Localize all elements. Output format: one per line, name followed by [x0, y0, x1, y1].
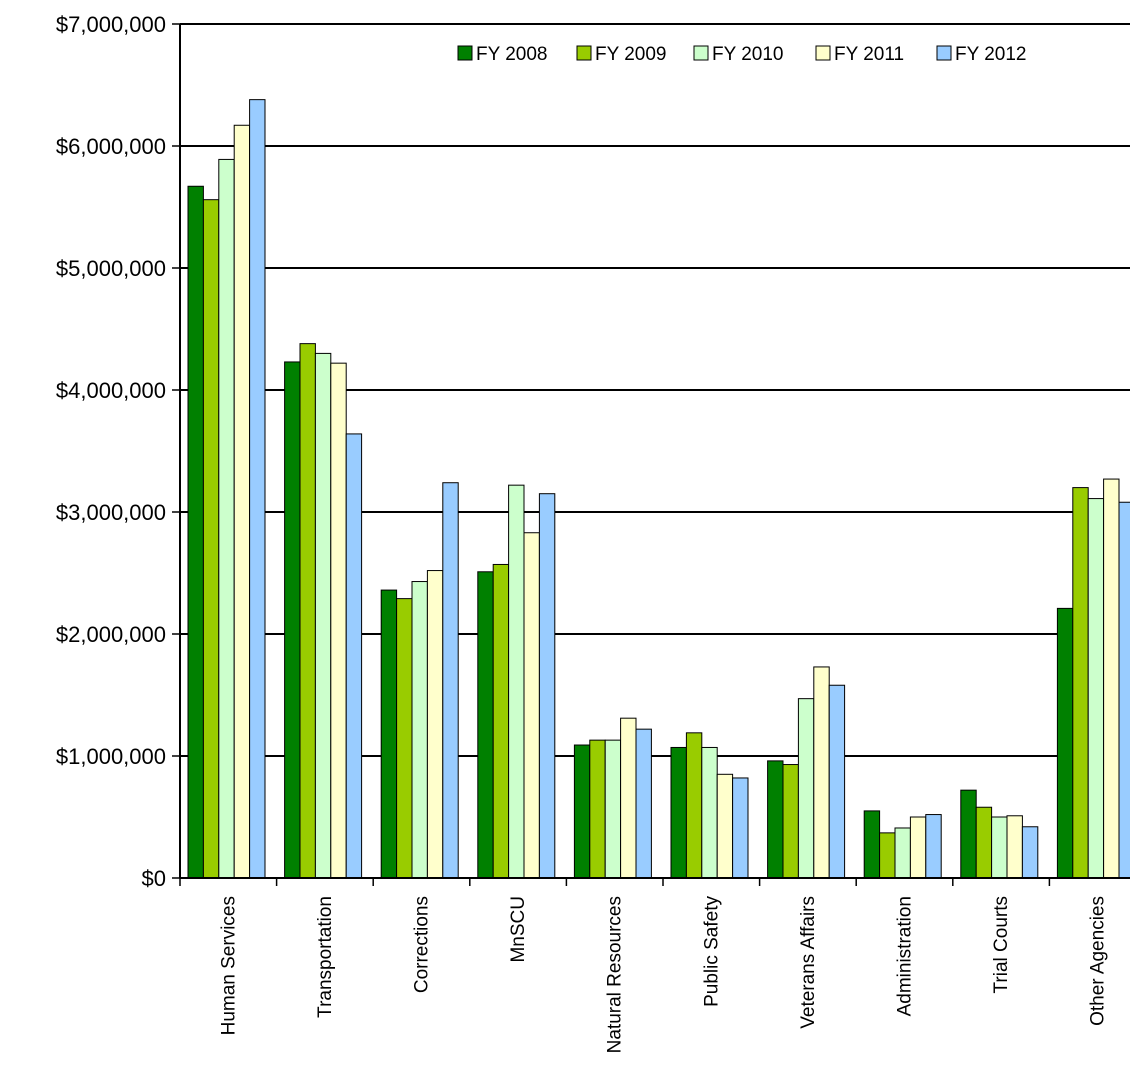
category-label: Veterans Affairs	[798, 896, 819, 1029]
legend-label: FY 2008	[476, 44, 547, 65]
bar-fy-2010-transportation	[314, 352, 332, 879]
y-tick-label: $1,000,000	[56, 744, 166, 769]
bar-fy-2012-corrections	[442, 482, 459, 879]
axes	[172, 23, 1130, 886]
legend-item: FY 2012	[936, 44, 1026, 65]
legend-label: FY 2010	[712, 44, 783, 65]
bar-fy-2010-other-agencies	[1087, 498, 1105, 879]
bar-fy-2012-administration	[925, 814, 942, 879]
bar-fy-2008-trial-courts	[960, 789, 977, 879]
bar-fy-2008-mnscu	[477, 571, 494, 879]
bars	[187, 99, 1130, 879]
category-label: Corrections	[412, 896, 433, 993]
bar-fy-2012-veterans-affairs	[828, 684, 846, 879]
bar-fy-2010-public-safety	[701, 746, 718, 879]
bar-fy-2008-veterans-affairs	[767, 760, 784, 879]
bar-fy-2011-human-services	[233, 124, 251, 879]
bar-fy-2010-natural-resources	[604, 739, 622, 879]
bar-fy-2008-public-safety	[670, 746, 687, 879]
bar-fy-2010-veterans-affairs	[797, 698, 815, 879]
legend-swatch	[815, 45, 831, 61]
bar-fy-2011-public-safety	[716, 773, 734, 879]
bar-fy-2008-natural-resources	[573, 744, 591, 879]
category-label: MnSCU	[508, 896, 529, 963]
bar-fy-2008-administration	[863, 810, 881, 879]
bar-fy-2008-corrections	[380, 589, 398, 879]
bar-fy-2009-natural-resources	[589, 739, 606, 879]
category-labels: Human Services Transportation Corrections M…	[218, 896, 1108, 1054]
legend-item: FY 2008	[457, 44, 547, 65]
bar-fy-2011-transportation	[330, 362, 347, 879]
bar-fy-2009-veterans-affairs	[782, 764, 799, 879]
bar-fy-2011-corrections	[426, 570, 444, 879]
legend-label: FY 2009	[595, 44, 666, 65]
legend-swatch	[693, 45, 709, 61]
category-label: Other Agencies	[1088, 896, 1109, 1026]
legend-item: FY 2010	[693, 44, 783, 65]
category-label: Natural Resources	[605, 896, 626, 1053]
bar-fy-2012-human-services	[249, 99, 266, 879]
bar-fy-2011-administration	[909, 816, 927, 879]
category-label: Trial Courts	[991, 896, 1012, 993]
bar-fy-2009-administration	[879, 832, 896, 879]
y-tick-label: $2,000,000	[56, 622, 166, 647]
legend-item: FY 2009	[576, 44, 666, 65]
bar-fy-2011-natural-resources	[620, 717, 637, 879]
y-tick-label: $6,000,000	[56, 134, 166, 159]
bar-fy-2008-other-agencies	[1056, 607, 1074, 879]
bar-fy-2011-veterans-affairs	[813, 666, 830, 879]
legend-swatch	[457, 45, 473, 61]
bar-fy-2010-trial-courts	[991, 816, 1008, 879]
legend-label: FY 2011	[834, 44, 904, 65]
bar-fy-2008-human-services	[187, 185, 204, 879]
category-label: Human Services	[218, 896, 239, 1035]
bar-fy-2012-other-agencies	[1118, 501, 1130, 879]
bar-fy-2011-other-agencies	[1103, 478, 1120, 879]
bar-fy-2012-transportation	[345, 433, 363, 879]
bar-fy-2009-corrections	[396, 598, 413, 879]
bar-fy-2012-public-safety	[732, 777, 749, 879]
y-tick-labels: $0 $1,000,000 $2,000,000 $3,000,000 $4,000,0…	[56, 12, 166, 891]
legend-swatch	[576, 45, 592, 61]
y-tick-label: $4,000,000	[56, 378, 166, 403]
y-tick-label: $3,000,000	[56, 500, 166, 525]
bar-fy-2008-transportation	[284, 361, 301, 879]
bar-fy-2009-public-safety	[685, 732, 703, 879]
bar-fy-2012-natural-resources	[635, 728, 652, 879]
bar-fy-2011-trial-courts	[1006, 815, 1023, 879]
category-label: Administration	[895, 896, 916, 1016]
bar-fy-2009-transportation	[299, 343, 316, 879]
bar-fy-2010-corrections	[411, 581, 428, 879]
bar-fy-2010-human-services	[218, 158, 235, 879]
bar-fy-2010-administration	[894, 827, 911, 879]
y-tick-label: $0	[142, 866, 166, 891]
legend-item: FY 2011	[815, 44, 904, 65]
y-tick-label: $7,000,000	[56, 12, 166, 37]
legend-swatch	[936, 45, 952, 61]
bar-fy-2011-mnscu	[523, 532, 540, 879]
bar-fy-2009-mnscu	[492, 563, 510, 879]
category-label: Transportation	[315, 896, 336, 1018]
category-label: Public Safety	[701, 896, 722, 1007]
bar-fy-2009-human-services	[202, 199, 220, 879]
bar-fy-2012-mnscu	[538, 493, 556, 879]
legend-label: FY 2012	[955, 44, 1026, 65]
bar-fy-2009-trial-courts	[975, 806, 993, 879]
bar-fy-2009-other-agencies	[1072, 487, 1089, 879]
bar-fy-2010-mnscu	[508, 484, 525, 879]
legend: FY 2008 FY 2009 FY 2010 FY 2011 FY 2012	[457, 44, 1026, 65]
bar-fy-2012-trial-courts	[1021, 826, 1039, 879]
y-tick-label: $5,000,000	[56, 256, 166, 281]
